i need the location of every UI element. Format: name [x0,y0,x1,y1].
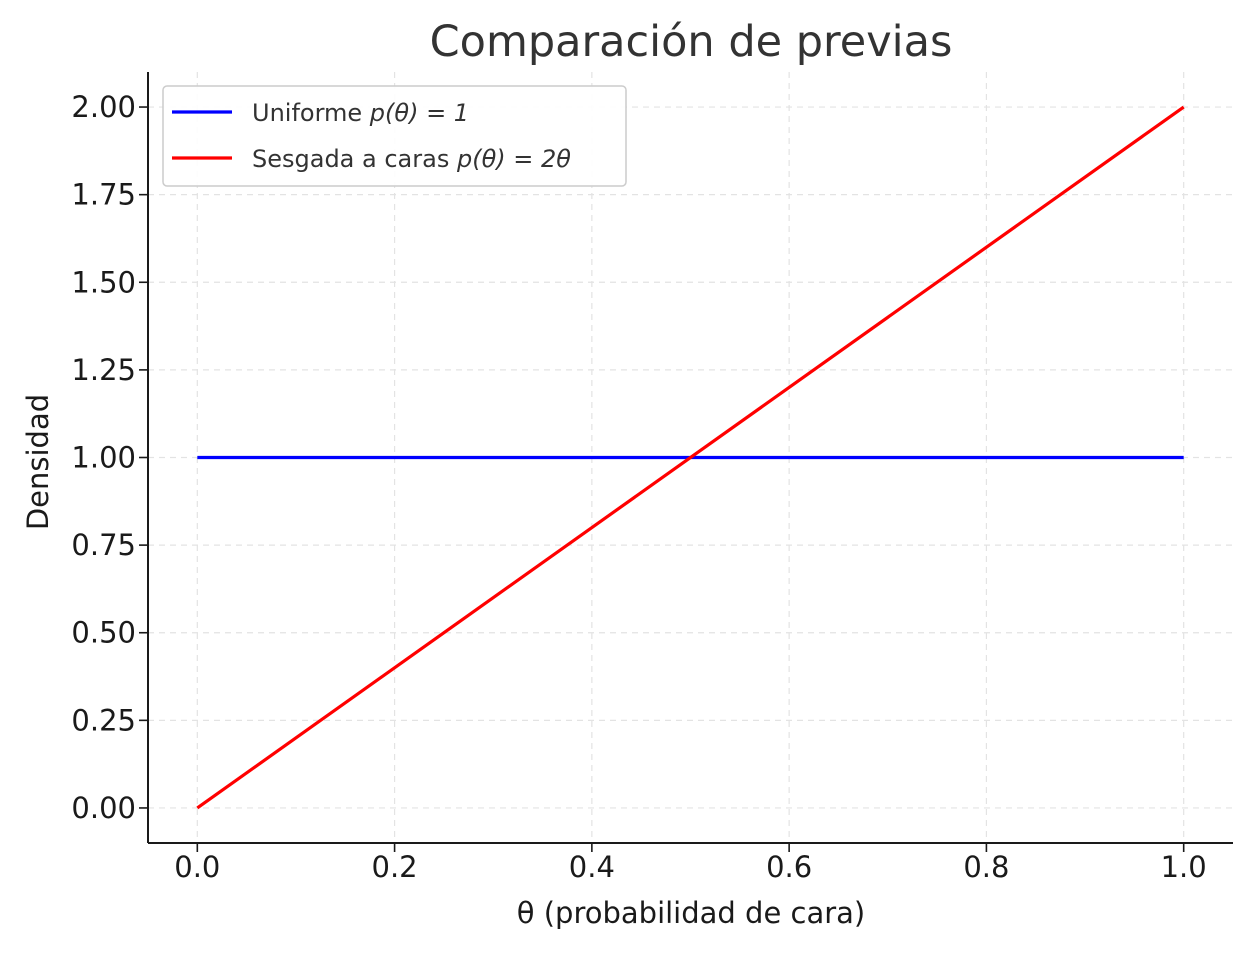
y-tick-label: 1.75 [71,178,136,212]
x-tick-label: 0.4 [569,850,615,884]
x-tick-label: 0.6 [766,850,812,884]
legend-label: Sesgada a caras p(θ) = 2θ [252,145,571,173]
y-tick-label: 2.00 [71,90,136,124]
y-tick-label: 0.50 [71,616,136,650]
y-tick-label: 1.25 [71,353,136,387]
x-tick-label: 0.0 [174,850,220,884]
y-tick-label: 0.25 [71,703,136,737]
y-tick-label: 0.75 [71,528,136,562]
legend: Uniforme p(θ) = 1 Sesgada a caras p(θ) = … [163,86,626,186]
y-tick-label: 1.50 [71,265,136,299]
chart-title: Comparación de previas [430,17,953,67]
y-axis-label: Densidad [21,394,55,530]
y-tick-label: 0.00 [71,791,136,825]
legend-label: Uniforme p(θ) = 1 [252,99,469,127]
x-tick-label: 0.8 [963,850,1009,884]
x-tick-label: 0.2 [372,850,418,884]
x-tick-label: 1.0 [1161,850,1207,884]
y-tick-label: 1.00 [71,441,136,475]
x-axis-label: θ (probabilidad de cara) [517,896,865,930]
